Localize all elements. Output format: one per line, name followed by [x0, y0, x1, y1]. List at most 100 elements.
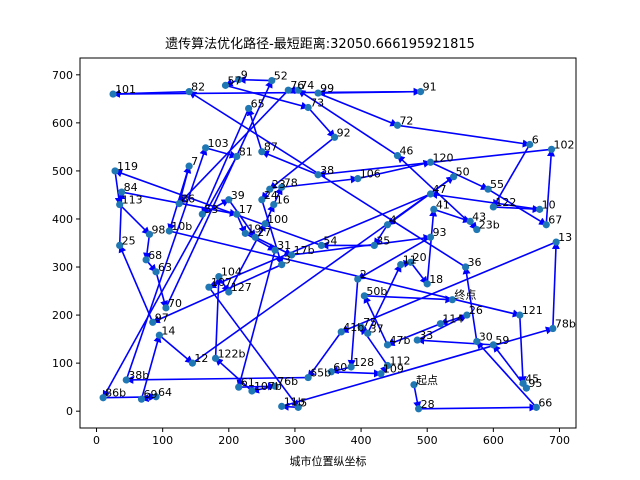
- city-point: [415, 405, 423, 413]
- city-label: 19: [247, 222, 261, 235]
- x-tick-label: 0: [93, 434, 100, 447]
- city-point: [165, 227, 173, 235]
- city-label: 64: [158, 386, 172, 399]
- city-label: 122: [495, 196, 516, 209]
- route-segment: [396, 154, 478, 231]
- city-label: 70: [168, 297, 182, 310]
- city-label: 109: [383, 363, 404, 376]
- city-point: [377, 370, 385, 378]
- city-label: 41b: [343, 321, 364, 334]
- route-segment: [225, 84, 310, 110]
- city-label: 82: [191, 81, 205, 94]
- city-point: [473, 225, 481, 234]
- city-point: [251, 233, 259, 241]
- city-label: 20: [413, 251, 427, 264]
- route-segment: [151, 263, 283, 324]
- city-label: 39: [231, 189, 245, 202]
- city-point: [314, 171, 322, 179]
- city-point: [270, 200, 278, 209]
- city-label: 91: [423, 81, 437, 94]
- route-segment: [364, 295, 454, 304]
- city-label: 57: [227, 74, 241, 87]
- route-segment: [118, 244, 154, 323]
- city-point: [185, 162, 193, 170]
- route-segment: [178, 89, 289, 205]
- route-segment: [551, 241, 560, 329]
- city-label: 4: [390, 214, 397, 227]
- city-point: [489, 341, 497, 349]
- city-point: [489, 203, 497, 211]
- city-point: [314, 89, 322, 97]
- city-point: [547, 145, 556, 153]
- route-segment: [416, 314, 468, 341]
- city-label: 120: [433, 151, 454, 164]
- city-point: [215, 273, 223, 281]
- city-label: 122b: [218, 347, 246, 360]
- x-axis-label: 城市位置纵坐标: [290, 454, 367, 468]
- city-point: [266, 185, 274, 193]
- city-label: 114: [442, 313, 463, 326]
- city-point: [142, 256, 150, 264]
- city-label: 13: [558, 231, 572, 244]
- city-point: [109, 90, 117, 98]
- city-label: 2: [360, 268, 367, 281]
- city-label: 5: [300, 396, 307, 409]
- city-point: [116, 200, 124, 209]
- city-point: [241, 229, 249, 237]
- city-point: [331, 133, 339, 141]
- route-segment: [340, 241, 557, 333]
- city-label: 63: [158, 261, 172, 274]
- city-label: 47b: [390, 334, 411, 347]
- route-segment: [430, 161, 489, 190]
- route-segment: [250, 385, 276, 394]
- city-label: 7: [191, 155, 198, 168]
- y-tick-label: 600: [52, 117, 73, 130]
- route-segment: [119, 203, 151, 236]
- city-point: [473, 337, 481, 346]
- route-segment: [356, 236, 431, 280]
- city-point: [549, 324, 557, 333]
- route-segment: [281, 175, 359, 189]
- city-point: [258, 148, 266, 156]
- city-label: 24: [264, 189, 278, 202]
- city-label: 128: [353, 356, 374, 369]
- city-point: [426, 233, 435, 241]
- points-layer: [99, 76, 560, 413]
- y-axis-ticks: 0 100 200 300 400 500 600 700: [52, 69, 80, 418]
- city-point: [347, 363, 355, 371]
- city-point: [436, 320, 445, 328]
- city-point: [235, 383, 243, 391]
- city-label: 106: [360, 168, 381, 181]
- route-segment: [366, 263, 402, 334]
- city-point: [393, 151, 402, 160]
- city-label: 6: [532, 133, 539, 146]
- city-point: [271, 246, 279, 254]
- city-point: [516, 311, 524, 319]
- city-point: [268, 76, 276, 85]
- city-label: 76b: [277, 375, 298, 388]
- city-point: [245, 104, 253, 113]
- city-point: [149, 318, 157, 326]
- city-label: 23b: [479, 219, 500, 232]
- city-label: 74: [300, 79, 314, 92]
- city-point: [225, 196, 233, 204]
- city-label: 113: [122, 194, 143, 207]
- city-label: 97: [155, 311, 169, 324]
- route-segment: [386, 176, 455, 226]
- city-label: 93: [433, 226, 447, 239]
- city-point: [416, 88, 425, 96]
- city-label: 84: [124, 181, 138, 194]
- city-point: [354, 175, 362, 183]
- city-point: [526, 140, 534, 149]
- city-point: [294, 86, 302, 94]
- city-label: 121: [522, 304, 543, 317]
- route-segment: [208, 286, 299, 409]
- city-point: [278, 402, 286, 410]
- city-point: [484, 185, 492, 193]
- city-point: [397, 261, 405, 269]
- city-point: [327, 368, 335, 376]
- route-segment: [331, 369, 382, 378]
- route-segment: [439, 314, 468, 326]
